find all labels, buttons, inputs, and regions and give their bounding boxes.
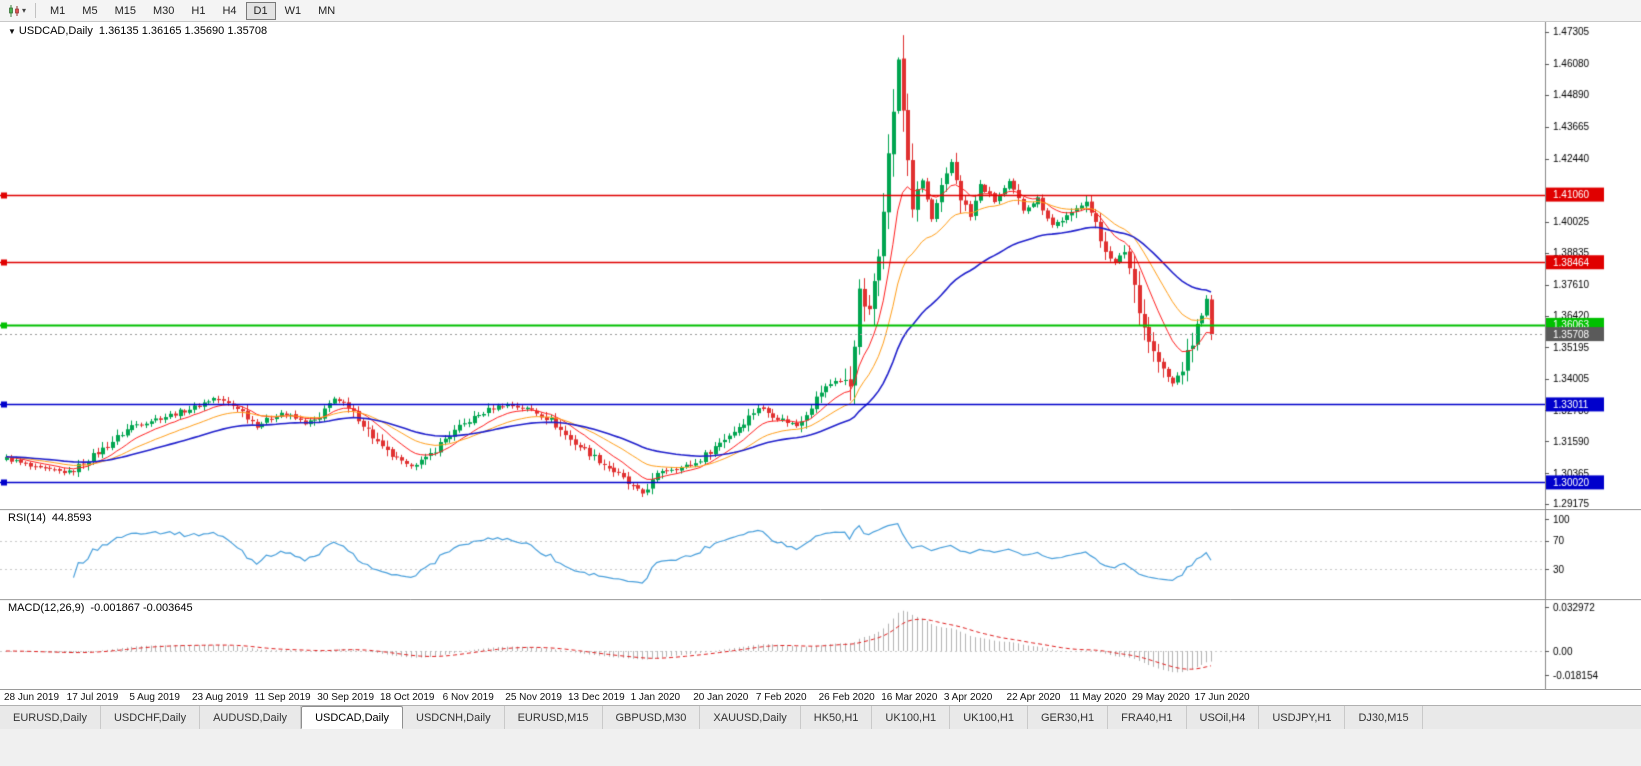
tab-uk100-h1[interactable]: UK100,H1	[872, 706, 951, 729]
date-label: 11 Sep 2019	[254, 692, 311, 703]
timeframe-h1-button[interactable]: H1	[183, 2, 213, 20]
date-label: 28 Jun 2019	[4, 692, 60, 703]
tab-fra40-h1[interactable]: FRA40,H1	[1108, 706, 1187, 729]
tab-eurusd-m15[interactable]: EURUSD,M15	[505, 706, 603, 729]
macd-indicator-canvas[interactable]	[0, 599, 1641, 689]
bottom-spacer	[0, 729, 1641, 766]
tab-usdcnh-daily[interactable]: USDCNH,Daily	[403, 706, 505, 729]
date-label: 22 Apr 2020	[1006, 692, 1061, 703]
date-label: 16 Mar 2020	[881, 692, 938, 703]
tab-usdjpy-h1[interactable]: USDJPY,H1	[1259, 706, 1346, 729]
top-toolbar: ▾ M1 M5 M15 M30 H1 H4 D1 W1 MN	[0, 0, 1641, 22]
chart-type-dropdown-icon[interactable]: ▾	[22, 6, 27, 15]
timeframe-d1-button[interactable]: D1	[245, 1, 276, 20]
tab-usdcad-daily[interactable]: USDCAD,Daily	[301, 706, 404, 729]
date-label: 5 Aug 2019	[129, 692, 180, 703]
chart-tab-bar: EURUSD,Daily USDCHF,Daily AUDUSD,Daily U…	[0, 705, 1641, 729]
tab-hk50-h1[interactable]: HK50,H1	[801, 706, 873, 729]
date-label: 17 Jun 2020	[1194, 692, 1250, 703]
chart-type-button[interactable]: ▾	[4, 3, 29, 19]
date-label: 1 Jan 2020	[630, 692, 681, 703]
date-label: 26 Feb 2020	[818, 692, 875, 703]
date-label: 29 May 2020	[1131, 692, 1190, 703]
date-label: 20 Jan 2020	[693, 692, 749, 703]
date-label: 18 Oct 2019	[379, 692, 435, 703]
tab-usoil-h4[interactable]: USOil,H4	[1187, 706, 1260, 729]
tab-uk100-h1-2[interactable]: UK100,H1	[950, 706, 1028, 729]
date-label: 13 Dec 2019	[567, 692, 625, 703]
date-label: 30 Sep 2019	[317, 692, 375, 703]
timeframe-mn-button[interactable]: MN	[310, 2, 343, 20]
price-chart-canvas[interactable]	[0, 22, 1641, 509]
tab-dj30-m15[interactable]: DJ30,M15	[1345, 706, 1423, 729]
timeframe-h4-button[interactable]: H4	[214, 2, 244, 20]
rsi-panel: RSI(14) 44.8593	[0, 509, 1641, 599]
timeframe-w1-button[interactable]: W1	[277, 2, 310, 20]
date-label: 7 Feb 2020	[755, 692, 807, 703]
tab-gbpusd-m30[interactable]: GBPUSD,M30	[603, 706, 701, 729]
candlestick-chart-icon	[9, 4, 19, 17]
macd-panel: MACD(12,26,9) -0.001867 -0.003645	[0, 599, 1641, 689]
tab-ger30-h1[interactable]: GER30,H1	[1028, 706, 1109, 729]
date-label: 6 Nov 2019	[442, 692, 494, 703]
tab-eurusd-daily[interactable]: EURUSD,Daily	[0, 706, 101, 729]
timeframe-m1-button[interactable]: M1	[42, 2, 73, 20]
date-label: 3 Apr 2020	[943, 692, 993, 703]
timeframe-m5-button[interactable]: M5	[74, 2, 105, 20]
date-label: 17 Jul 2019	[66, 692, 119, 703]
date-axis: 28 Jun 2019 17 Jul 2019 5 Aug 2019 23 Aug 2…	[0, 689, 1641, 705]
timeframe-m15-button[interactable]: M15	[107, 2, 144, 20]
tab-audusd-daily[interactable]: AUDUSD,Daily	[200, 706, 302, 729]
price-chart-panel: ▼ USDCAD,Daily 1.36135 1.36165 1.35690 1.3…	[0, 22, 1641, 509]
tab-xauusd-daily[interactable]: XAUUSD,Daily	[700, 706, 801, 729]
rsi-indicator-canvas[interactable]	[0, 509, 1641, 599]
date-label: 11 May 2020	[1069, 692, 1127, 703]
toolbar-separator	[35, 3, 37, 18]
date-label: 23 Aug 2019	[191, 692, 249, 703]
tab-usdchf-daily[interactable]: USDCHF,Daily	[101, 706, 201, 729]
timeframe-m30-button[interactable]: M30	[145, 2, 182, 20]
date-label: 25 Nov 2019	[505, 692, 562, 703]
